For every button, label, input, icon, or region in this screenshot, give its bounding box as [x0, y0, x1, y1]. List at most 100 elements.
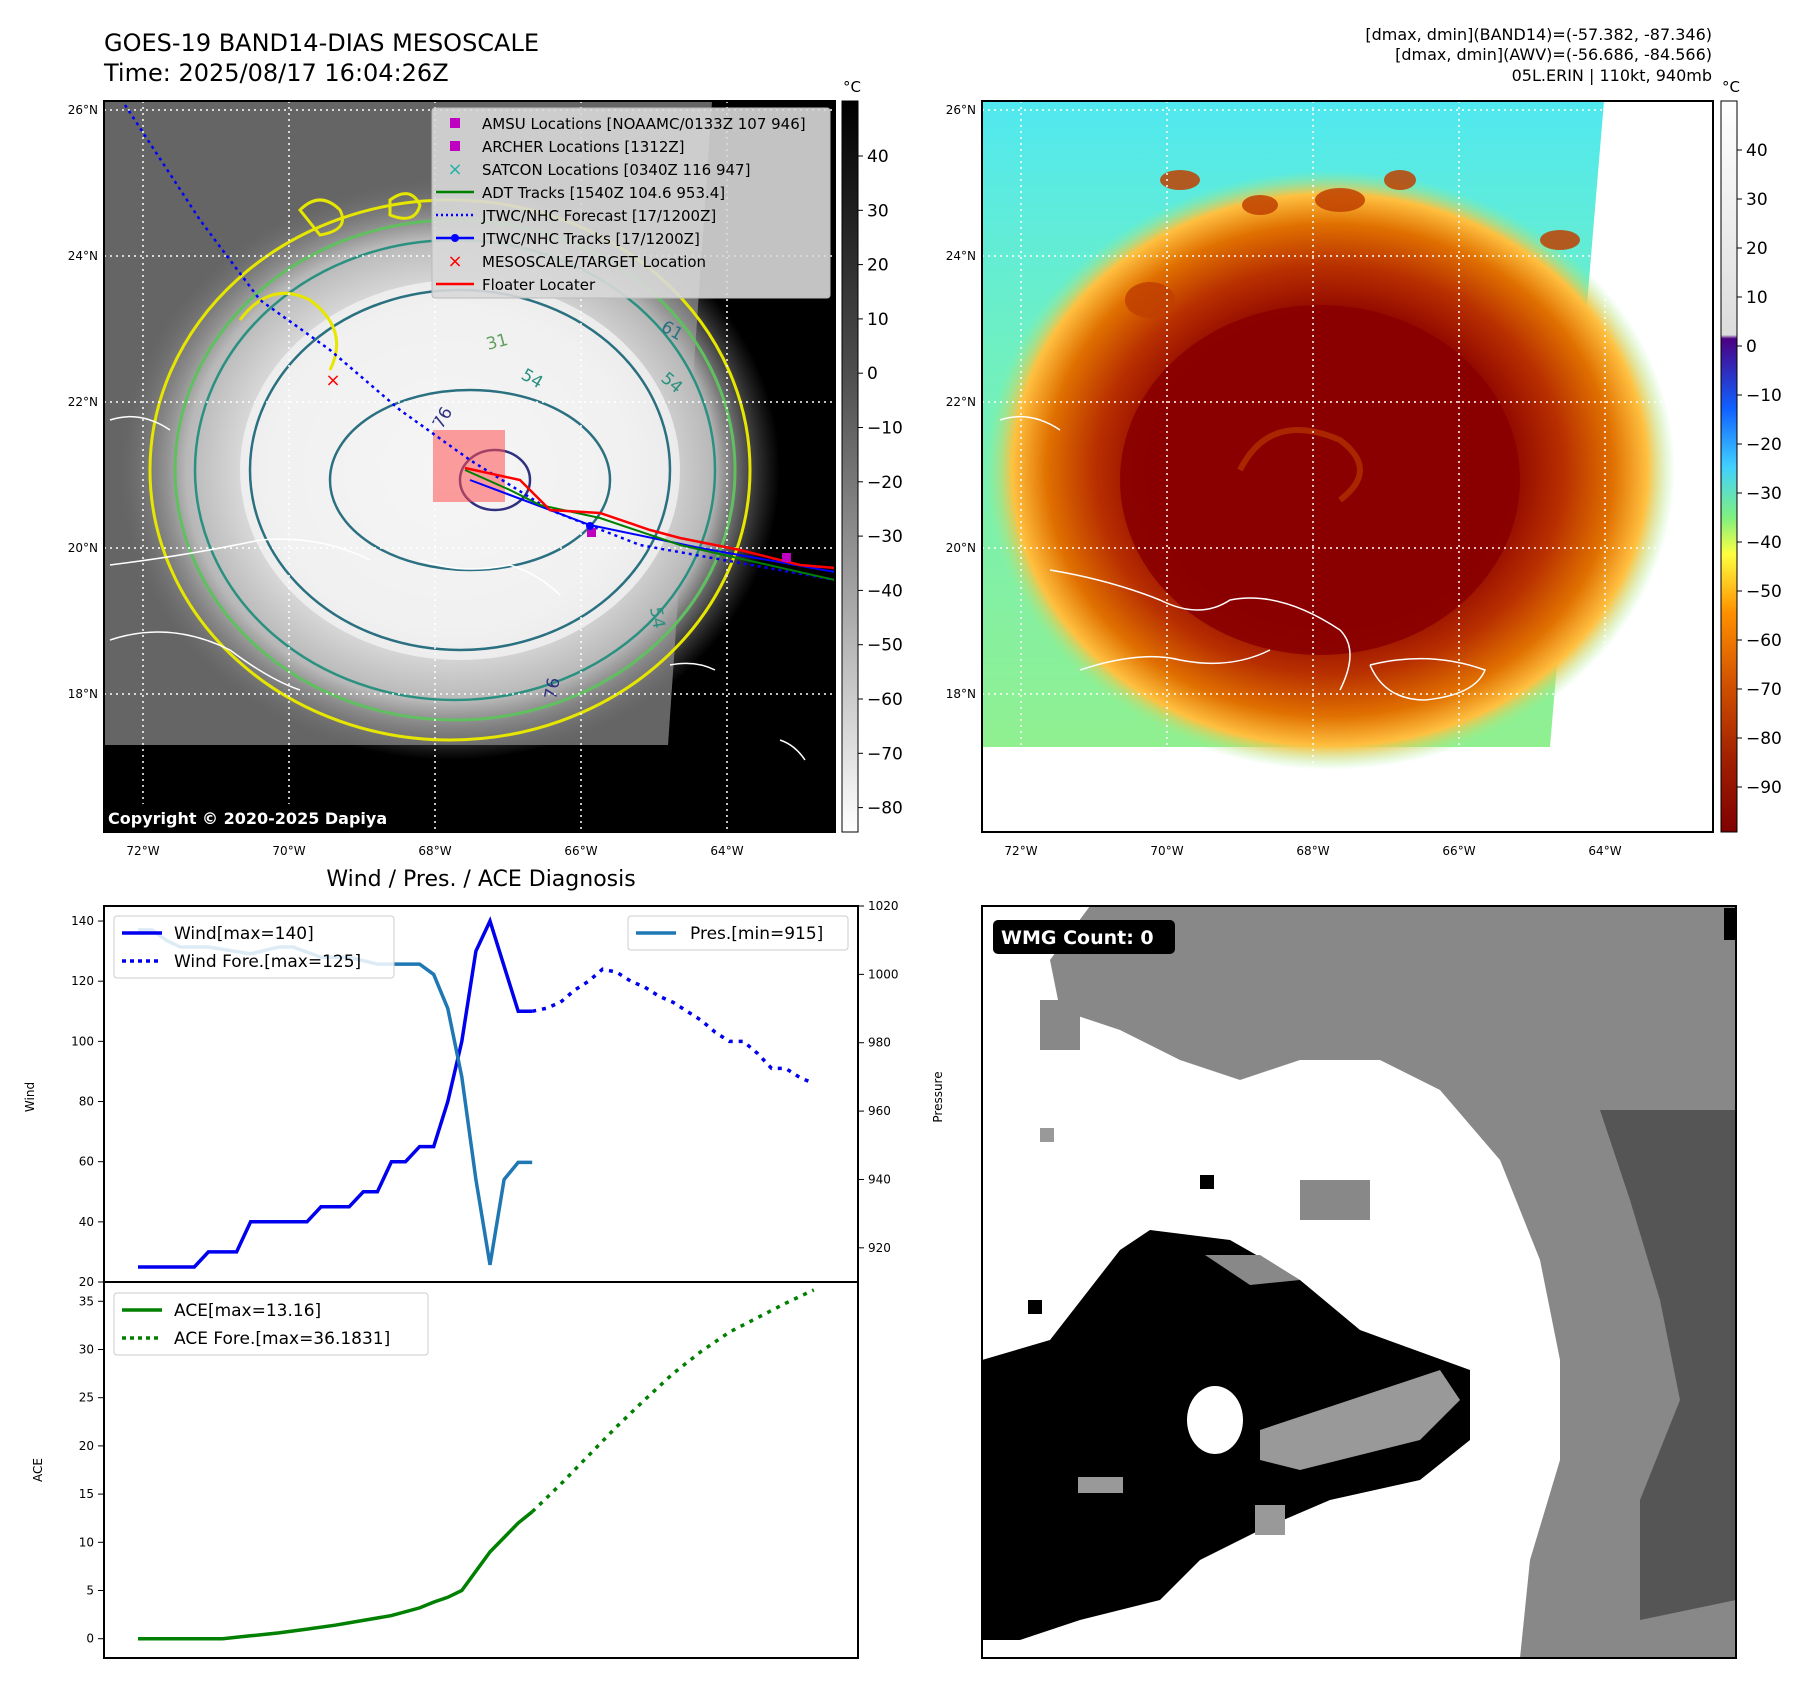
- series-line: [531, 967, 815, 1086]
- colorbar-tick-label: −10: [1746, 386, 1782, 406]
- colorbar-tick-label: −50: [867, 636, 903, 656]
- y-tick-label: 140: [71, 914, 94, 928]
- colorbar-tick-label: −20: [867, 473, 903, 493]
- colorbar-tick-label: −70: [1746, 680, 1782, 700]
- legend-label: JTWC/NHC Tracks [17/1200Z]: [481, 230, 700, 248]
- lon-tick-label: 64°W: [1588, 844, 1621, 858]
- y-tick-label: 20: [79, 1439, 94, 1453]
- stats-line2: [dmax, dmin](AWV)=(-56.686, -84.566): [1395, 45, 1712, 64]
- y-tick-label: 25: [79, 1391, 94, 1405]
- colorbar-tick-label: −60: [1746, 631, 1782, 651]
- lat-tick-label: 18°N: [68, 687, 98, 701]
- y-tick-label: 15: [79, 1487, 94, 1501]
- y-tick-label: 20: [79, 1275, 94, 1289]
- colorbar-tick-label: 0: [867, 364, 878, 384]
- wind-legend: Wind[max=140] Wind Fore.[max=125]: [113, 915, 395, 979]
- y-tick-label: 80: [79, 1095, 94, 1109]
- y-tick-label: 980: [868, 1036, 891, 1050]
- colorbar-tick-label: 40: [1746, 141, 1768, 161]
- lat-tick-label: 22°N: [946, 395, 976, 409]
- y-tick-label: 5: [86, 1584, 94, 1598]
- ir-axis-ticks: 72°W 70°W 68°W 66°W 64°W 26°N 24°N 22°N 20°N 18°N: [68, 103, 744, 858]
- colorbar-tick-label: −40: [867, 581, 903, 601]
- lat-tick-label: 22°N: [68, 395, 98, 409]
- y-tick-label: 60: [79, 1155, 94, 1169]
- awv-colorbar: °C 40 30 20 10 0 −10 −20 −30 −40 −50 −60 −70 −80 −90: [1720, 78, 1782, 833]
- colorbar-tick-label: −30: [867, 527, 903, 547]
- lat-tick-label: 26°N: [946, 103, 976, 117]
- awv-map-panel: [981, 100, 1714, 833]
- lon-tick-label: 72°W: [1004, 844, 1037, 858]
- legend-marker: [450, 118, 460, 128]
- awv-colorbar-unit: °C: [1722, 78, 1740, 96]
- legend-marker: [451, 234, 459, 242]
- contour-label: 76: [541, 676, 564, 701]
- legend-label: SATCON Locations [0340Z 116 947]: [482, 161, 750, 179]
- lon-tick-label: 64°W: [710, 844, 743, 858]
- lat-tick-label: 26°N: [68, 103, 98, 117]
- colorbar-tick-label: −90: [1746, 778, 1782, 798]
- wind-pressure-chart: 20 40 60 80 100 120 140 920 940 960 980 1000 1020 W…: [23, 899, 945, 1289]
- diagnosis-title: Wind / Pres. / ACE Diagnosis: [326, 867, 635, 892]
- map-legend: AMSU Locations [NOAAMC/0133Z 107 946] ARC…: [431, 107, 831, 299]
- y-tick-label: 100: [71, 1034, 94, 1048]
- lon-tick-label: 70°W: [272, 844, 305, 858]
- y-tick-label: 10: [79, 1535, 94, 1549]
- lat-tick-label: 24°N: [68, 249, 98, 263]
- ace-chart: 0 5 10 15 20 25 30 35 ACE ACE[max=13.16] ACE Fo…: [31, 1281, 859, 1659]
- y-tick-label: 120: [71, 974, 94, 988]
- lon-tick-label: 66°W: [1442, 844, 1475, 858]
- wmg-panel: WMG Count: 0: [981, 905, 1737, 1659]
- lat-tick-label: 24°N: [946, 249, 976, 263]
- series-line: [138, 1510, 534, 1641]
- colorbar-tick-label: 30: [1746, 190, 1768, 210]
- y-tick-label: 940: [868, 1172, 891, 1186]
- legend-ace: ACE[max=13.16]: [174, 1301, 321, 1321]
- pressure-axis-label: Pressure: [931, 1071, 945, 1122]
- colorbar-tick-label: −20: [1746, 435, 1782, 455]
- colorbar-tick-label: −40: [1746, 533, 1782, 553]
- lon-tick-label: 66°W: [564, 844, 597, 858]
- legend-label: Floater Locater: [482, 276, 596, 294]
- stats-line1: [dmax, dmin](BAND14)=(-57.382, -87.346): [1365, 25, 1712, 44]
- colorbar-tick-label: 30: [867, 201, 889, 221]
- lon-tick-label: 72°W: [126, 844, 159, 858]
- legend-label: AMSU Locations [NOAAMC/0133Z 107 946]: [482, 115, 806, 133]
- lat-tick-label: 18°N: [946, 687, 976, 701]
- ace-axis-label: ACE: [31, 1458, 45, 1482]
- colorbar-tick-label: −50: [1746, 582, 1782, 602]
- legend-wind: Wind[max=140]: [174, 924, 314, 944]
- y-tick-label: 40: [79, 1215, 94, 1229]
- figure-title-line1: GOES-19 BAND14-DIAS MESOSCALE: [104, 29, 539, 57]
- colorbar-tick-label: 10: [1746, 288, 1768, 308]
- lon-tick-label: 68°W: [418, 844, 451, 858]
- colorbar-tick-label: 10: [867, 310, 889, 330]
- colorbar-tick-label: 40: [867, 147, 889, 167]
- colorbar-tick-label: −10: [867, 419, 903, 439]
- copyright-text: Copyright © 2020-2025 Dapiya: [108, 809, 387, 828]
- y-tick-label: 30: [79, 1342, 94, 1356]
- colorbar-tick-label: −30: [1746, 484, 1782, 504]
- legend-marker: ×: [447, 251, 462, 272]
- colorbar-tick-label: 0: [1746, 337, 1757, 357]
- ir-colorbar: °C 40 30 20 10 0 −10 −20 −30 −40 −50 −60 −70 −80: [841, 78, 903, 833]
- y-tick-label: 1020: [868, 899, 899, 913]
- contour-label: 54: [645, 605, 668, 630]
- y-tick-label: 1000: [868, 967, 899, 981]
- y-tick-label: 960: [868, 1104, 891, 1118]
- lon-tick-label: 68°W: [1296, 844, 1329, 858]
- ace-legend: ACE[max=13.16] ACE Fore.[max=36.1831]: [113, 1292, 429, 1356]
- y-tick-label: 35: [79, 1294, 94, 1308]
- colorbar-tick-label: −60: [867, 690, 903, 710]
- series-line: [138, 916, 533, 1269]
- legend-label: ADT Tracks [1540Z 104.6 953.4]: [482, 184, 725, 202]
- legend-label: ARCHER Locations [1312Z]: [482, 138, 685, 156]
- colorbar-tick-label: −80: [1746, 729, 1782, 749]
- awv-axis-ticks: 72°W 70°W 68°W 66°W 64°W 26°N 24°N 22°N 20°N 18°N: [946, 103, 1622, 858]
- pressure-legend: Pres.[min=915]: [627, 915, 849, 951]
- stats-line3: 05L.ERIN | 110kt, 940mb: [1512, 66, 1712, 85]
- lat-tick-label: 20°N: [68, 541, 98, 555]
- ir-colorbar-unit: °C: [843, 78, 861, 96]
- legend-marker: [450, 141, 460, 151]
- colorbar-tick-label: −70: [867, 744, 903, 764]
